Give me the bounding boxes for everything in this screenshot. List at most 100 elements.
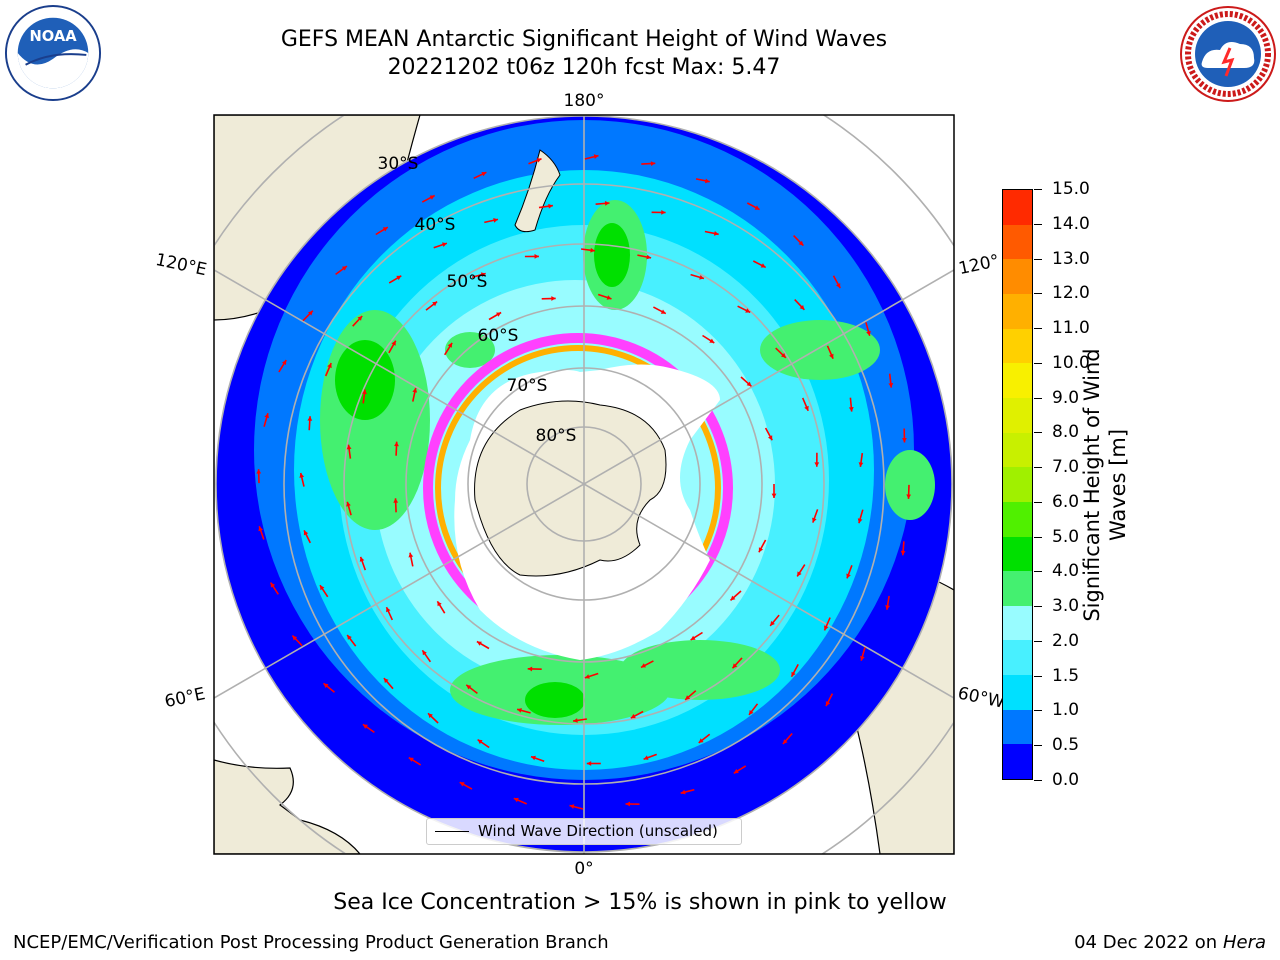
wave-direction-arrowhead — [771, 493, 777, 498]
noaa-logo-text: NOAA — [29, 28, 77, 45]
wave-direction-arrowhead — [866, 330, 871, 336]
colorbar-tick-label: 3.0 — [1052, 596, 1080, 617]
colorbar-segment — [1003, 224, 1032, 260]
wave-direction-arrowhead — [408, 552, 414, 558]
colorbar-tick-label: 7.0 — [1052, 457, 1080, 478]
colorbar-tick-label: 15.0 — [1052, 179, 1090, 199]
wave-direction-arrowhead — [513, 797, 519, 803]
colorbar-segment — [1003, 605, 1032, 641]
wave-direction-arrowhead — [422, 650, 427, 656]
wave-direction-arrowhead — [281, 360, 287, 365]
wave-direction-arrowhead — [493, 218, 498, 223]
wave-direction-arrowhead — [466, 684, 472, 690]
wave-direction-arrowhead — [590, 247, 595, 253]
wave-direction-arrowhead — [824, 625, 829, 631]
wave-direction-arrowhead — [447, 342, 453, 348]
wave-direction-arrowhead — [749, 710, 754, 715]
wave-direction-arrowhead — [428, 713, 433, 719]
wave-direction-arrowhead — [685, 695, 691, 700]
colorbar-segment — [1003, 571, 1032, 606]
wave-direction-arrowhead — [698, 738, 704, 743]
wave-direction-arrowhead — [746, 381, 752, 387]
wave-direction-arrowhead — [858, 462, 864, 467]
wave-direction-arrowhead — [799, 305, 805, 310]
colorbar-segment — [1003, 501, 1032, 537]
colorbar-segment — [1003, 675, 1032, 710]
colorbar-tick-label: 6.0 — [1052, 491, 1080, 512]
lat-label-30s: 30°S — [378, 154, 419, 174]
wave-direction-arrowhead — [393, 498, 399, 503]
colorbar — [1002, 189, 1033, 780]
wave-direction-arrowhead — [256, 469, 262, 474]
colorbar-segment — [1003, 640, 1032, 676]
wave-direction-arrowhead — [396, 275, 402, 281]
colorbar-label-line1: Significant Height of Wind — [1080, 348, 1104, 622]
wave-direction-arrowhead — [760, 263, 766, 268]
wave-direction-arrowhead — [586, 761, 592, 766]
wind-wave-arrows — [256, 154, 911, 810]
colorbar-tick — [1034, 536, 1042, 538]
lon-label-60e: 60°E — [163, 684, 207, 712]
colorbar-label-line2: Waves [m] — [1106, 428, 1130, 542]
wave-direction-arrowhead — [573, 718, 578, 723]
wave-direction-arrowhead — [292, 635, 298, 641]
wave-direction-arrowhead — [902, 438, 907, 443]
wave-direction-arrowhead — [459, 782, 465, 787]
wave-direction-arrowhead — [359, 556, 365, 562]
colorbar-segment — [1003, 744, 1032, 779]
colorbar-segment — [1003, 294, 1032, 329]
wave-direction-arrowhead — [548, 203, 553, 209]
colorbar-tick — [1034, 640, 1042, 642]
colorbar-tick-label: 1.0 — [1052, 700, 1080, 721]
wave-direction-arrowhead — [437, 601, 442, 607]
lat-label-70s: 70°S — [507, 376, 548, 396]
wave-direction-arrowhead — [477, 739, 483, 745]
wave-direction-arrowhead — [357, 316, 363, 321]
wave-direction-arrowhead — [754, 205, 760, 210]
wave-direction-arrowhead — [412, 387, 418, 393]
lon-label-120w: 120° — [957, 251, 1001, 279]
wave-direction-arrowhead — [320, 585, 325, 591]
wave-direction-arrowhead — [804, 405, 809, 411]
wave-direction-arrowhead — [814, 462, 820, 467]
wave-direction-arrowhead — [690, 635, 696, 640]
map-frame — [213, 114, 955, 855]
wave-direction-arrowhead — [327, 363, 332, 369]
wave-direction-arrowhead — [517, 708, 522, 713]
colorbar-tick — [1034, 328, 1042, 330]
wave-direction-arrowhead — [661, 210, 666, 215]
graticule — [214, 115, 954, 854]
colorbar-tick-label: 0.0 — [1052, 770, 1080, 790]
wave-direction-arrowhead — [625, 801, 630, 807]
credit-date-text: 04 Dec 2022 on — [1074, 932, 1218, 953]
wave-direction-arrowhead — [604, 201, 610, 206]
wave-direction-arrowhead — [699, 275, 704, 280]
lat-label-80s: 80°S — [536, 426, 577, 446]
wave-direction-arrowhead — [768, 435, 773, 441]
colorbar-segment — [1003, 397, 1032, 433]
wave-direction-arrowhead — [531, 755, 536, 761]
wave-direction-arrowhead — [408, 757, 414, 762]
colorbar-tick — [1034, 780, 1042, 781]
colorbar-segment — [1003, 467, 1032, 502]
colorbar-tick-label: 9.0 — [1052, 387, 1080, 408]
legend-line-swatch — [435, 831, 469, 832]
colorbar-tick — [1034, 571, 1042, 573]
wave-direction-arrowhead — [534, 254, 539, 259]
wave-direction-arrowhead — [382, 227, 388, 232]
wave-direction-arrowhead — [825, 701, 831, 707]
wave-direction-arrowhead — [758, 547, 764, 553]
colorbar-tick — [1034, 467, 1042, 469]
wave-direction-arrowhead — [270, 582, 276, 588]
chart-title: GEFS MEAN Antarctic Significant Height o… — [280, 27, 888, 52]
wave-direction-arrowhead — [900, 550, 906, 556]
credit-branch: NCEP/EMC/Verification Post Processing Pr… — [13, 932, 609, 953]
colorbar-tick — [1034, 223, 1042, 225]
wave-direction-arrowhead — [713, 231, 719, 236]
wave-direction-arrowhead — [569, 804, 575, 809]
wave-direction-arrowhead — [432, 301, 438, 307]
noaa-logo: NOAA — [4, 4, 102, 102]
lon-label-0: 0° — [574, 859, 593, 879]
wave-direction-arrowhead — [341, 266, 347, 271]
